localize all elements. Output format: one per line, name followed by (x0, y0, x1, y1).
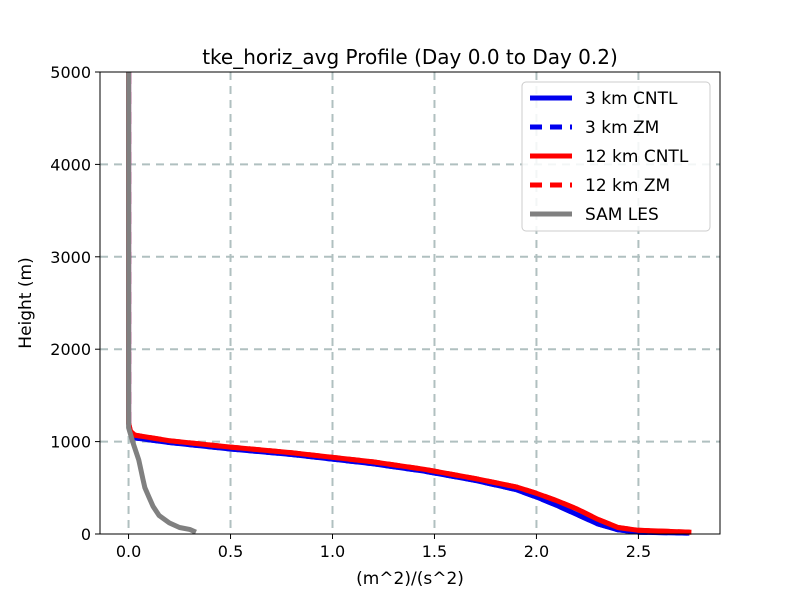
y-axis: 0 1000 2000 3000 4000 5000 (50, 63, 100, 544)
x-tick-label: 1.5 (422, 542, 447, 561)
legend-label: SAM LES (585, 205, 659, 225)
legend-box (521, 81, 711, 232)
x-tick-label: 2.0 (524, 542, 549, 561)
legend-label: 3 km CNTL (585, 89, 678, 109)
legend-label: 12 km CNTL (585, 147, 689, 167)
legend-label: 12 km ZM (585, 176, 670, 196)
chart-title: tke_horiz_avg Profile (Day 0.0 to Day 0.… (202, 45, 618, 69)
y-tick-label: 2000 (50, 340, 91, 359)
series-line-4 (126, 72, 197, 535)
x-tick-label: 2.5 (626, 542, 651, 561)
x-axis: 0.0 0.5 1.0 1.5 2.0 2.5 (116, 534, 651, 561)
series-line-3 (126, 72, 692, 535)
x-tick-label: 0.0 (116, 542, 141, 561)
y-tick-label: 0 (81, 525, 91, 544)
legend-label: 3 km ZM (585, 118, 659, 138)
y-tick-label: 1000 (50, 433, 91, 452)
plot-area-frame (99, 71, 721, 535)
legend: 3 km CNTL 3 km ZM 12 km CNTL 12 km ZM SAM LE… (521, 81, 711, 232)
y-tick-label: 3000 (50, 248, 91, 267)
y-tick-label: 4000 (50, 155, 91, 174)
y-tick-label: 5000 (50, 63, 91, 82)
x-tick-label: 0.5 (218, 542, 243, 561)
x-tick-label: 1.0 (320, 542, 345, 561)
series-lines (126, 72, 692, 536)
y-axis-label: Height (m) (16, 257, 36, 348)
x-axis-label: (m^2)/(s^2) (356, 569, 464, 589)
